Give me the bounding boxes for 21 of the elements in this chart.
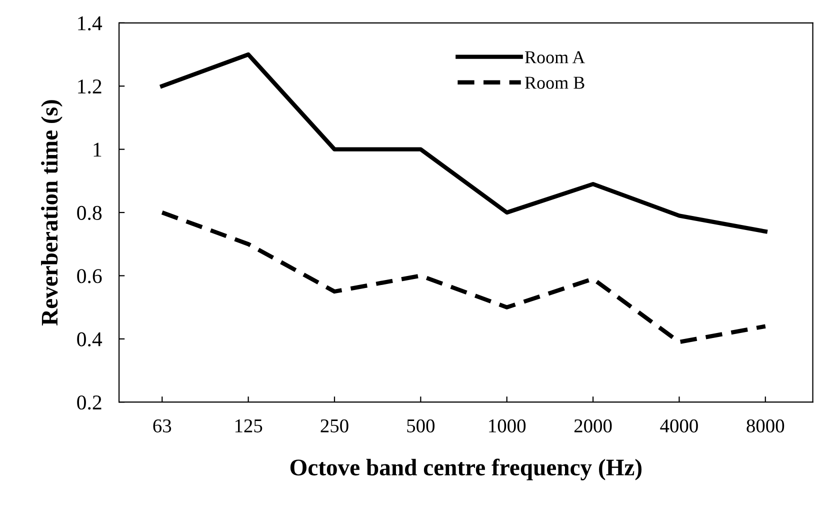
x-axis-title: Octove band centre frequency (Hz)	[290, 458, 642, 480]
legend-label: Room B	[524, 76, 584, 89]
y-tick-label: 1.4	[78, 16, 102, 30]
y-tick-label: 0.2	[77, 395, 102, 410]
x-tick-label: 2000	[574, 419, 612, 432]
x-tick-label: 8000	[746, 419, 784, 432]
y-tick-label: 1.2	[78, 80, 102, 94]
x-tick-label: 1000	[489, 419, 526, 432]
x-tick-label: 63	[153, 419, 172, 432]
x-tick-label: 500	[407, 419, 435, 432]
y-tick-label: 1	[94, 142, 102, 157]
y-tick-label: 0.8	[77, 206, 102, 220]
line-series	[160, 52, 768, 234]
legend-label: Room A	[524, 51, 586, 64]
x-tick-label: 250	[320, 419, 348, 432]
x-tick-label: 125	[235, 419, 262, 432]
line-series	[160, 210, 768, 344]
y-tick-label: 0.4	[77, 332, 102, 346]
x-tick-label: 4000	[660, 419, 698, 432]
y-axis-title: Reverberation time (s)	[41, 100, 62, 326]
y-tick-label: 0.6	[77, 269, 102, 284]
